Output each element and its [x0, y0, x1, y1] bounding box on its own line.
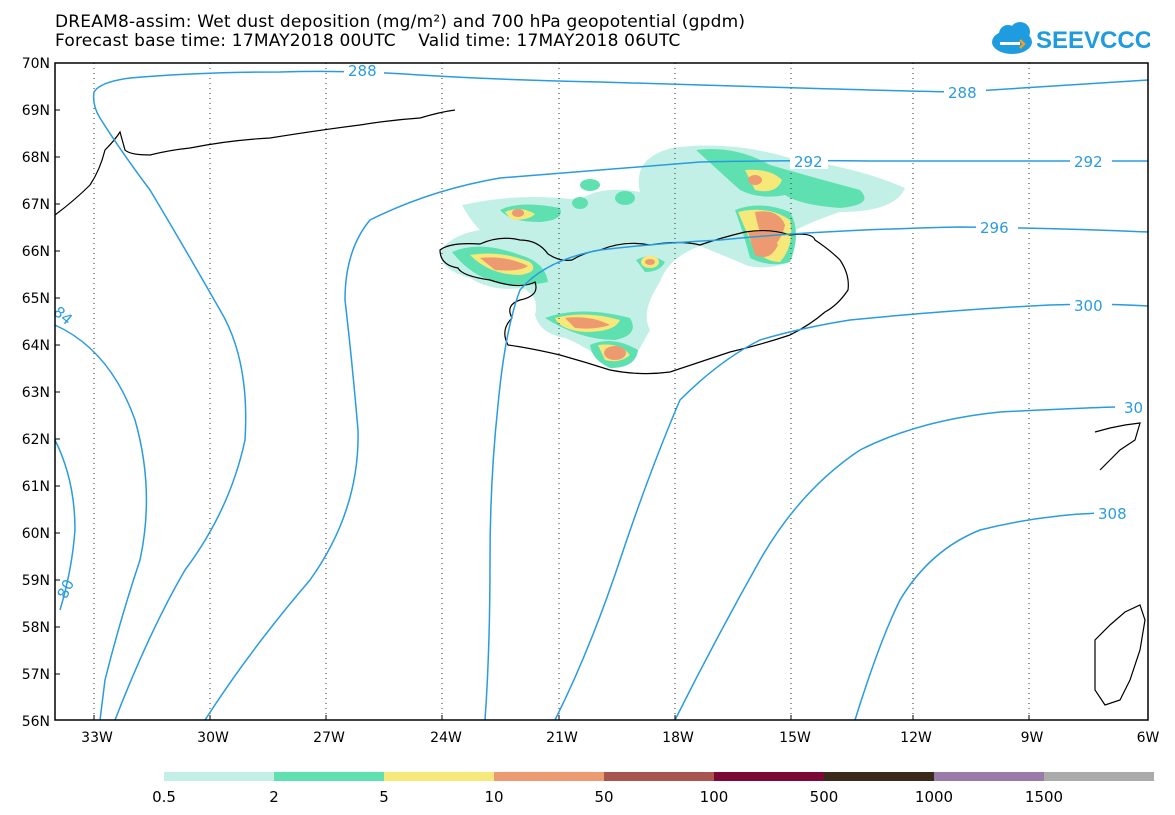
legend-swatch [274, 772, 384, 781]
lon-label-6w: 6W [1137, 730, 1160, 746]
legend-label: 1500 [1025, 788, 1063, 806]
logo-text: SEEVCCC [1036, 27, 1150, 54]
contour-label-296: 296 [980, 219, 1009, 237]
legend-label: 1000 [915, 788, 953, 806]
legend-swatch [604, 772, 714, 781]
lon-label-9w: 9W [1021, 730, 1044, 746]
legend-label: 2 [269, 788, 279, 806]
contour-label-288-north: 288 [348, 62, 377, 80]
map-subtitle: Forecast base time: 17MAY2018 00UTC Vali… [55, 31, 681, 51]
contour-label-292-center: 292 [794, 153, 823, 171]
contour-label-300: 300 [1074, 297, 1103, 315]
map-title: DREAM8-assim: Wet dust deposition (mg/m²… [55, 12, 746, 32]
lon-label-21w: 21W [546, 730, 578, 746]
legend-swatch [714, 772, 824, 781]
lat-label-56n: 56N [22, 714, 50, 730]
dust-deposition-field [440, 145, 905, 368]
lat-label-68n: 68N [22, 150, 50, 166]
legend-label: 5 [379, 788, 389, 806]
lon-label-27w: 27W [313, 730, 345, 746]
legend-label: 50 [594, 788, 613, 806]
lat-label-63n: 63N [22, 385, 50, 401]
contour-label-30: 30 [1124, 399, 1143, 417]
lat-label-58n: 58N [22, 620, 50, 636]
contour-label-292-east: 292 [1074, 153, 1103, 171]
lon-label-30w: 30W [197, 730, 229, 746]
contour-labels: 288 288 292 292 296 300 30 308 84 80 [50, 62, 1148, 601]
legend-swatch [1044, 772, 1154, 781]
lat-label-66n: 66N [22, 244, 50, 260]
latitude-ticks [55, 62, 60, 675]
lat-label-60n: 60N [22, 526, 50, 542]
lat-label-61n: 61N [22, 479, 50, 495]
lat-label-70n: 70N [22, 56, 50, 72]
contour-label-288-east: 288 [948, 84, 977, 102]
lat-label-64n: 64N [22, 338, 50, 354]
lat-label-59n: 59N [22, 573, 50, 589]
longitude-labels: 33W 30W 27W 24W 21W 18W 15W 12W 9W 6W [81, 730, 1159, 746]
lon-label-18w: 18W [662, 730, 694, 746]
contour-label-84: 84 [50, 303, 76, 329]
lat-label-69n: 69N [22, 103, 50, 119]
lon-label-15w: 15W [779, 730, 811, 746]
legend-swatch [824, 772, 934, 781]
color-legend: 0.5 2 5 10 50 100 500 1000 1500 [152, 772, 1154, 806]
legend-swatch [384, 772, 494, 781]
legend-label: 100 [700, 788, 729, 806]
latitude-labels: 70N 69N 68N 67N 66N 65N 64N 63N 62N 61N … [22, 56, 50, 730]
lat-label-65n: 65N [22, 291, 50, 307]
legend-swatch [934, 772, 1044, 781]
longitude-ticks [93, 715, 1030, 720]
lat-label-57n: 57N [22, 667, 50, 683]
contour-label-308: 308 [1098, 505, 1127, 523]
legend-swatch [164, 772, 274, 781]
lat-label-62n: 62N [22, 432, 50, 448]
legend-swatch [494, 772, 604, 781]
lon-label-12w: 12W [900, 730, 932, 746]
seevccc-logo: SEEVCCC [992, 22, 1150, 54]
lat-label-67n: 67N [22, 197, 50, 213]
legend-label: 0.5 [152, 788, 176, 806]
legend-label: 500 [810, 788, 839, 806]
geopotential-contours [54, 70, 1149, 721]
cloud-icon [992, 22, 1032, 54]
lon-label-33w: 33W [81, 730, 113, 746]
lon-label-24w: 24W [430, 730, 462, 746]
legend-label: 10 [484, 788, 503, 806]
